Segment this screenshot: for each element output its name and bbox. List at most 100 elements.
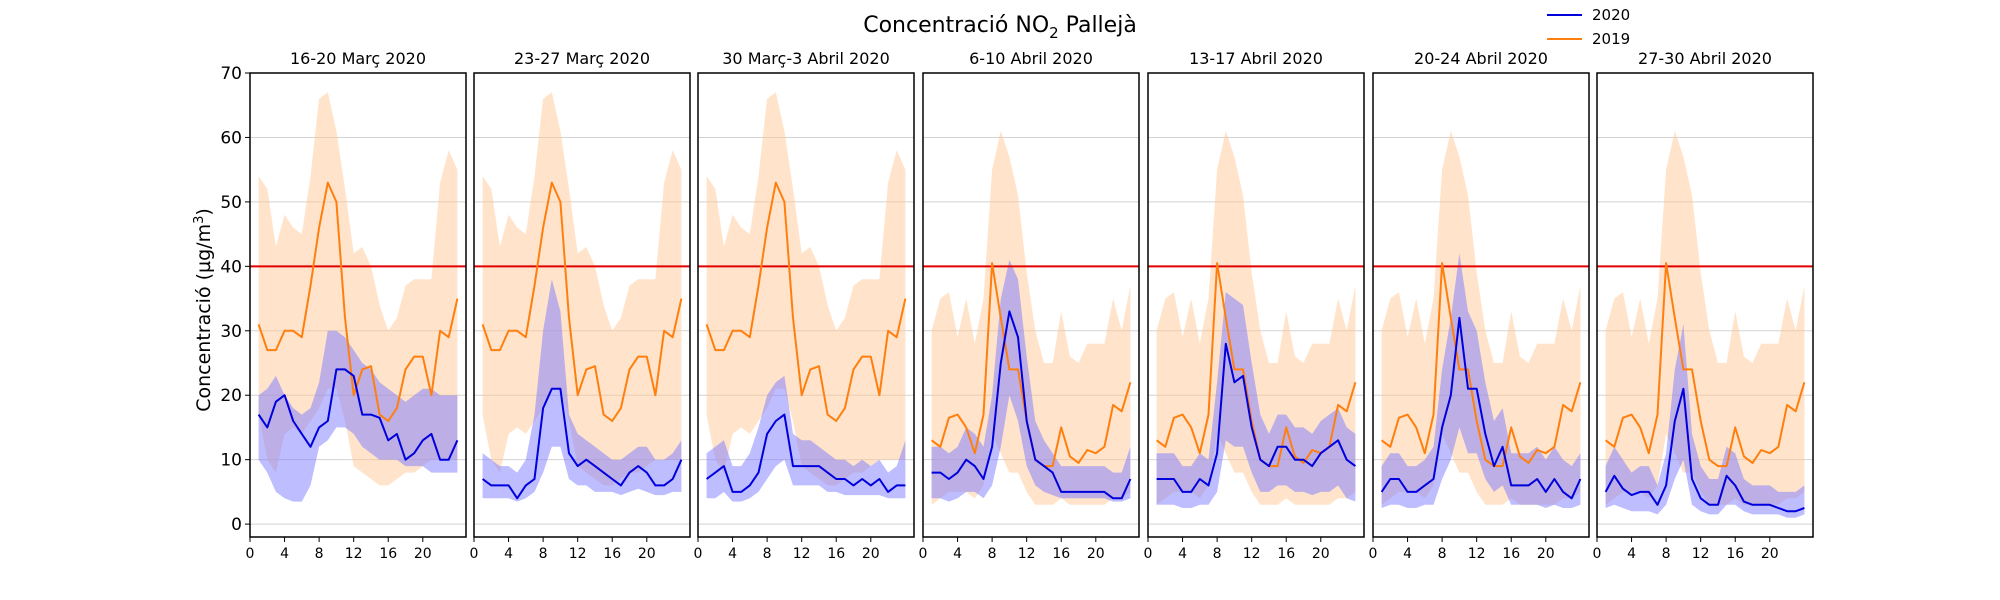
x-tick-label: 4 [504, 546, 513, 562]
band-2020 [1381, 253, 1581, 508]
band-2019 [1156, 131, 1356, 505]
band-2020 [1605, 324, 1805, 518]
x-tick-label: 12 [793, 546, 811, 562]
series-line-2019 [1381, 262, 1582, 468]
x-tick-label: 12 [1018, 546, 1036, 562]
x-tick-label: 12 [1243, 546, 1261, 562]
x-tick-label: 4 [1627, 546, 1636, 562]
series-line-2020 [1604, 387, 1805, 513]
band-2019 [706, 92, 906, 486]
panel-title: 20-24 Abril 2020 [1414, 49, 1548, 68]
x-tick-label: 16 [1277, 546, 1295, 562]
x-tick-label: 16 [827, 546, 845, 562]
x-tick-label: 8 [315, 546, 324, 562]
x-tick-label: 20 [1537, 546, 1555, 562]
panel-title: 13-17 Abril 2020 [1189, 49, 1323, 68]
panel-frame [697, 72, 915, 538]
panel-plot-area [923, 131, 1139, 505]
series-line-2020 [1380, 316, 1582, 500]
series-line-2019 [481, 181, 683, 422]
chart-title-rest: Pallejà [1059, 13, 1137, 38]
x-tick-label: 0 [1144, 546, 1153, 562]
x-tick-label: 0 [470, 546, 479, 562]
y-tick-label: 0 [231, 515, 242, 535]
x-tick-label: 12 [1692, 546, 1710, 562]
band-2020 [706, 375, 906, 502]
x-tick-label: 8 [988, 546, 997, 562]
band-2020 [482, 279, 682, 502]
x-tick-label: 8 [1662, 546, 1671, 562]
y-tick-label: 70 [220, 64, 242, 84]
y-axis-label: Concentració (µg/m3) [192, 208, 215, 412]
y-tick-label: 50 [220, 193, 242, 213]
x-tick-label: 16 [379, 546, 397, 562]
series-line-2019 [1605, 262, 1806, 468]
panel-frame [473, 72, 691, 538]
panel-frame [1596, 72, 1814, 538]
x-tick-label: 0 [919, 546, 928, 562]
panel-3: 30 Març-3 Abril 2020 0 4 8 12 16 20 [694, 49, 915, 562]
x-tick-label: 12 [345, 546, 363, 562]
panel-plot-area [474, 92, 690, 502]
panel-2: 23-27 Març 2020 0 4 8 12 16 20 [470, 49, 691, 562]
x-tick-label: 8 [1438, 546, 1447, 562]
series-line-2020 [931, 310, 1132, 500]
x-tick-label: 8 [1213, 546, 1222, 562]
band-2019 [1605, 131, 1805, 505]
x-tick-label: 16 [1052, 546, 1070, 562]
x-tick-label: 20 [862, 546, 880, 562]
x-tick-label: 0 [246, 546, 255, 562]
panel-title: 6-10 Abril 2020 [969, 49, 1093, 68]
x-tick-label: 16 [603, 546, 621, 562]
panel-plot-area [1373, 131, 1589, 508]
panel-5: 13-17 Abril 2020 0 4 8 12 16 20 [1144, 49, 1365, 562]
band-2019 [258, 92, 458, 486]
x-tick-label: 20 [1761, 546, 1779, 562]
x-tick-label: 4 [280, 546, 289, 562]
band-2020 [1156, 292, 1356, 508]
panel-frame [922, 72, 1140, 538]
y-axis-label-superscript: 3 [192, 216, 207, 224]
panel-plot-area [1148, 131, 1364, 508]
panel-plot-area [1597, 131, 1813, 518]
y-tick-label: 30 [220, 322, 242, 342]
x-tick-label: 0 [1369, 546, 1378, 562]
series-line-2020 [482, 387, 683, 500]
legend-label-2020: 2020 [1592, 6, 1630, 24]
x-tick-label: 20 [1312, 546, 1330, 562]
panel-frame [1147, 72, 1365, 538]
panel-frame [249, 72, 467, 538]
series-line-2020 [1156, 342, 1356, 493]
x-tick-label: 12 [1468, 546, 1486, 562]
x-tick-label: 8 [763, 546, 772, 562]
y-tick-label: 40 [220, 257, 242, 277]
x-tick-label: 20 [414, 546, 432, 562]
panel-7: 27-30 Abril 2020 0 4 8 12 16 20 [1593, 49, 1814, 562]
x-tick-label: 20 [1087, 546, 1105, 562]
x-tick-label: 4 [953, 546, 962, 562]
series-line-2019 [705, 181, 907, 422]
x-tick-label: 4 [1178, 546, 1187, 562]
panel-plot-area [250, 92, 466, 502]
chart-title: Concentració NO2 Pallejà [863, 13, 1137, 42]
y-axis-label-main: Concentració (µg/m [193, 224, 215, 412]
x-tick-label: 8 [539, 546, 548, 562]
y-axis-label-rest: ) [193, 208, 215, 215]
chart-title-main: Concentració NO [863, 13, 1049, 38]
band-2019 [482, 92, 682, 486]
panel-plot-area [698, 92, 914, 502]
panel-title: 16-20 Març 2020 [290, 49, 426, 68]
x-tick-label: 12 [569, 546, 587, 562]
x-tick-label: 4 [728, 546, 737, 562]
panel-1: 16-20 Març 2020 0 4 8 12 16 20 0 10 20 30 40 50 60 70 [220, 49, 467, 562]
panel-6: 20-24 Abril 2020 0 4 8 12 16 20 [1369, 49, 1590, 562]
band-2019 [931, 131, 1131, 505]
x-tick-label: 16 [1502, 546, 1520, 562]
series-line-2020 [706, 413, 906, 493]
panel-frame [1372, 72, 1590, 538]
panel-title: 23-27 Març 2020 [514, 49, 650, 68]
panel-title: 27-30 Abril 2020 [1638, 49, 1772, 68]
x-tick-label: 16 [1726, 546, 1744, 562]
